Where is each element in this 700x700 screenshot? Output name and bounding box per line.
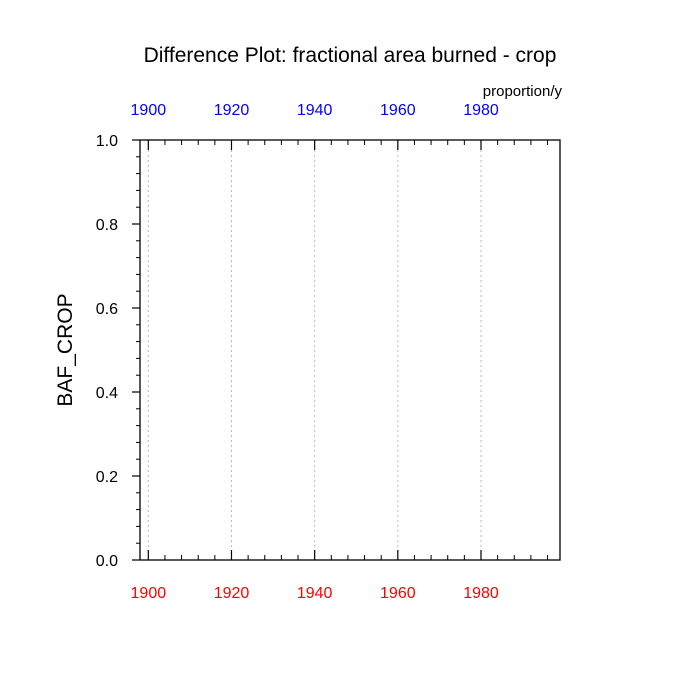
x-tick-label-top: 1900 xyxy=(131,102,167,119)
units-label: proportion/y xyxy=(483,83,563,100)
x-tick-label-top: 1940 xyxy=(297,102,333,119)
x-minor-ticks xyxy=(164,140,549,560)
y-tick-label: 0.6 xyxy=(96,301,118,318)
grid xyxy=(147,140,482,560)
x-tick-label-top: 1960 xyxy=(380,102,416,119)
x-tick-label-top: 1920 xyxy=(214,102,250,119)
y-tick-label: 0.4 xyxy=(96,385,118,402)
y-minor-ticks xyxy=(136,156,140,544)
y-tick-label: 0.2 xyxy=(96,469,118,486)
y-tick-label: 0.8 xyxy=(96,217,118,234)
chart-title: Difference Plot: fractional area burned … xyxy=(144,44,557,67)
plot-frame xyxy=(139,139,561,561)
y-tick-labels: 0.0 0.2 0.4 0.6 0.8 1.0 xyxy=(96,133,118,570)
y-axis-label: BAF_CROP xyxy=(54,293,77,406)
x-tick-label-bottom: 1940 xyxy=(297,585,333,602)
x-tick-label-bottom: 1920 xyxy=(214,585,250,602)
x-major-ticks xyxy=(147,140,482,560)
x-tick-labels-bottom: 1900 1920 1940 1960 1980 xyxy=(131,585,499,602)
x-tick-labels-top: 1900 1920 1940 1960 1980 xyxy=(131,102,499,119)
y-tick-label: 0.0 xyxy=(96,553,118,570)
y-major-ticks xyxy=(132,139,140,561)
x-tick-label-bottom: 1980 xyxy=(463,585,499,602)
x-tick-label-top: 1980 xyxy=(463,102,499,119)
x-tick-label-bottom: 1960 xyxy=(380,585,416,602)
x-tick-label-bottom: 1900 xyxy=(131,585,167,602)
y-tick-label: 1.0 xyxy=(96,133,118,150)
